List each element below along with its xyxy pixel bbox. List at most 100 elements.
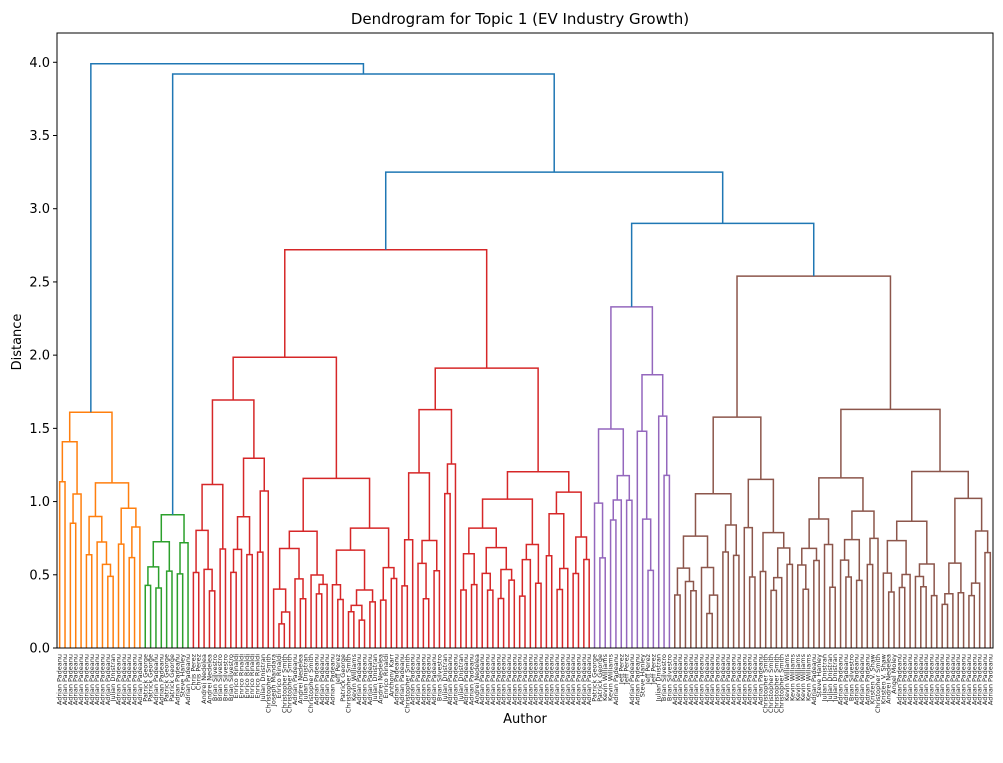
- dendrogram-link: [732, 554, 740, 648]
- dendrogram-link: [256, 551, 264, 648]
- leaf-label: Steve Hanley: [815, 654, 823, 697]
- leaf-label: Adrian Padeanu: [976, 654, 984, 705]
- dendrogram-link: [583, 558, 590, 648]
- leaf-label: Adrian Padeanu: [922, 654, 930, 705]
- leaf-label: Julian Dnistran: [441, 654, 449, 702]
- leaf-label: Adrian Padeanu: [66, 654, 74, 705]
- leaf-label: Adrian Padeanu: [676, 654, 684, 705]
- leaf-label: Adrian Padeanu: [184, 654, 192, 705]
- dendrogram-link: [786, 563, 794, 648]
- leaf-label: Adrian Padeanu: [933, 654, 941, 705]
- dendrogram-link: [772, 576, 783, 648]
- leaf-label: Adrian Padeanu: [430, 654, 438, 705]
- dendrogram-link: [390, 577, 398, 648]
- leaf-label: Angel Moley: [890, 654, 898, 694]
- leaf-label: Jeff Perez: [649, 653, 657, 685]
- dendrogram-link: [724, 524, 738, 556]
- leaf-label: Adrian Padeanu: [93, 654, 101, 705]
- leaf-label: Christopher Smith: [874, 654, 882, 713]
- leaf-label: Christopher Smith: [264, 654, 272, 713]
- dendrogram-link: [808, 518, 830, 549]
- leaf-label: Brian Silvestro: [435, 654, 443, 701]
- leaf-label: Adrian Padeanu: [532, 654, 540, 705]
- leaf-label: Adrian Padeanu: [751, 654, 759, 705]
- leaf-label: Kevin Williams: [794, 653, 802, 701]
- leaf-label: Adrian Padeanu: [949, 654, 957, 705]
- dendrogram-link: [403, 538, 414, 648]
- dendrogram-link: [829, 586, 836, 648]
- leaf-label: Andrei Nedelea: [200, 654, 208, 704]
- leaf-label: Adrian Padeanu: [398, 654, 406, 705]
- leaf-label: Andrei Nedelea: [377, 654, 385, 704]
- dendrogram-link: [481, 572, 491, 648]
- leaf-label: Adrian Padeanu: [906, 654, 914, 705]
- leaf-label: Brian Silvestro: [211, 654, 219, 701]
- dendrogram-link: [347, 610, 355, 648]
- leaf-label: Anthony Karr: [387, 654, 395, 697]
- dendrogram-link: [521, 558, 532, 648]
- leaf-label: Adrian Padeanu: [56, 654, 64, 705]
- dendrogram-link: [470, 583, 478, 648]
- dendrogram-link: [349, 527, 390, 568]
- y-tick-label: 0.5: [29, 568, 50, 583]
- dendrogram-link: [957, 592, 965, 648]
- leaf-label: Adrian Padeanu: [414, 654, 422, 705]
- dendrogram-link: [545, 555, 553, 648]
- y-tick-label: 3.0: [29, 202, 50, 217]
- leaf-label: Adrian Padeanu: [500, 654, 508, 705]
- leaf-label: Adrian Padeanu: [585, 654, 593, 705]
- leaf-label: Adrian Padeanu: [671, 654, 679, 705]
- y-tick-label: 1.5: [29, 422, 50, 437]
- leaf-label: Adrian Padeanu: [719, 654, 727, 705]
- leaf-label: Christopher Smith: [767, 654, 775, 713]
- leaf-label: Adrian Padeanu: [77, 654, 85, 705]
- dendrogram-link: [315, 593, 323, 648]
- leaf-label: Julian Dnistran: [259, 654, 267, 702]
- dendrogram-link: [421, 539, 438, 571]
- dendrogram-link: [776, 547, 791, 578]
- y-axis-label: Distance: [10, 314, 25, 371]
- dendrogram-link: [941, 603, 949, 648]
- leaf-label: Adrian Padeanu: [409, 654, 417, 705]
- dendrogram-link: [101, 563, 112, 648]
- plot-frame: [56, 32, 994, 649]
- root-link: [90, 63, 365, 413]
- leaf-label: Julian Dnistran: [109, 654, 117, 702]
- leaf-label: Adrian Padeanu: [366, 654, 374, 705]
- leaf-label: Patrick George: [596, 654, 604, 702]
- dendrogram-link: [434, 367, 539, 472]
- leaf-label: Enrico Rinaldi: [243, 654, 251, 699]
- leaf-label: Kristen V. Shaw: [879, 653, 887, 704]
- dendrogram-link: [918, 563, 935, 596]
- leaf-label: Julian Dnistran: [371, 654, 379, 702]
- leaf-label: Adrian Padeanu: [419, 654, 427, 705]
- leaf-label: Adrian Padeanu: [104, 654, 112, 705]
- leaf-label: Joseph Mandara: [270, 654, 278, 707]
- y-axis: 0.0 0.5 1.0 1.5 2.0 2.5 3.0 3.5 4.0: [29, 56, 57, 657]
- leaf-label: Brian Silvestro: [221, 654, 229, 701]
- leaf-label: Brian Silvestro: [660, 654, 668, 701]
- dendrogram-link: [417, 562, 427, 648]
- leaf-label: Adrian Padeanu: [120, 654, 128, 705]
- leaf-label: Adrian Padeanu: [489, 654, 497, 705]
- leaf-label: Adrian Padeanu: [88, 654, 96, 705]
- dendrogram-link: [743, 526, 754, 648]
- leaf-label: Adrian Padeanu: [708, 654, 716, 705]
- dendrogram-link: [195, 529, 209, 573]
- leaf-label: Enrico Rinaldi: [275, 654, 283, 699]
- dendrogram-link: [869, 537, 879, 648]
- leaf-label: Adrian Padeanu: [291, 654, 299, 705]
- leaf-label: Adrian Padeanu: [580, 654, 588, 705]
- leaf-label: Christopher Smith: [772, 654, 780, 713]
- leaf-label: Adrian Padeanu: [425, 654, 433, 705]
- leaf-label: Patrick George: [168, 654, 176, 702]
- leaf-label: Kevin Williams: [804, 653, 812, 701]
- y-tick-label: 2.0: [29, 349, 50, 364]
- leaf-label: Adrian Padeanu: [853, 654, 861, 705]
- dendrogram-link: [534, 582, 542, 648]
- dendrogram-link: [797, 564, 807, 648]
- leaf-label: Adrian Padeanu: [115, 654, 123, 705]
- leaf-label: Adrian Padeanu: [612, 654, 620, 705]
- leaf-label: Adrian Padeanu: [735, 654, 743, 705]
